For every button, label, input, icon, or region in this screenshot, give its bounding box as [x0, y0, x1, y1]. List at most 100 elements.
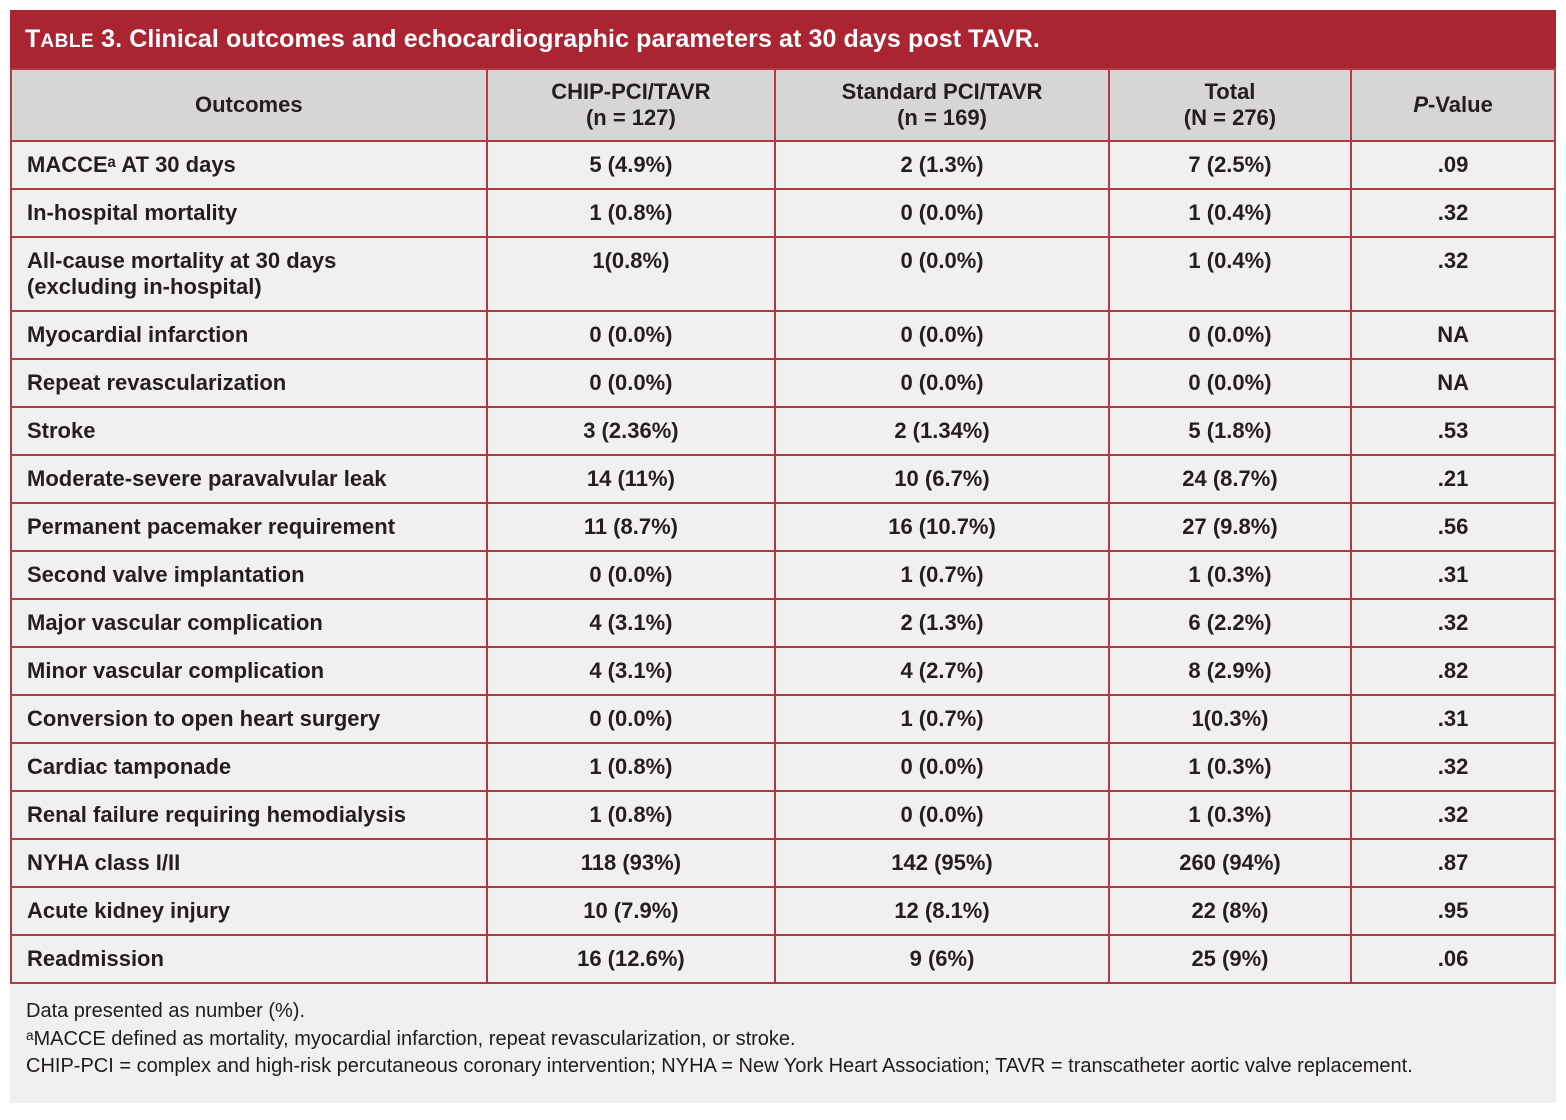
- chip-pci-tavr-value-cell: 3 (2.36%): [485, 406, 777, 456]
- column-header-outcomes: Outcomes: [10, 68, 488, 142]
- standard-pci-tavr-value-cell: 0 (0.0%): [774, 310, 1110, 360]
- table-row: Major vascular complication 4 (3.1%) 2 (…: [10, 598, 1556, 648]
- table-row: MACCEᵃ AT 30 days 5 (4.9%) 2 (1.3%) 7 (2…: [10, 140, 1556, 190]
- title-lead-cap: T: [25, 24, 41, 53]
- chip-pci-tavr-value-cell: 4 (3.1%): [485, 646, 777, 696]
- p-value-cell: .32: [1350, 742, 1556, 792]
- table-header-row: Outcomes CHIP-PCI/TAVR (n = 127) Standar…: [10, 68, 1556, 142]
- outcome-label-cell: Cardiac tamponade: [10, 742, 488, 792]
- table-row: Stroke 3 (2.36%) 2 (1.34%) 5 (1.8%) .53: [10, 406, 1556, 456]
- column-header-total: Total (N = 276): [1107, 68, 1353, 142]
- standard-pci-tavr-value-cell: 0 (0.0%): [774, 358, 1110, 408]
- table-row: All-cause mortality at 30 days (excludin…: [10, 236, 1556, 312]
- total-value-cell: 260 (94%): [1107, 838, 1353, 888]
- total-value-cell: 1(0.3%): [1107, 694, 1353, 744]
- p-value-cell: .21: [1350, 454, 1556, 504]
- chip-pci-tavr-value-cell: 1 (0.8%): [485, 790, 777, 840]
- standard-header-line1: Standard PCI/TAVR: [841, 79, 1043, 104]
- chip-pci-tavr-value-cell: 14 (11%): [485, 454, 777, 504]
- column-header-outcomes-label: Outcomes: [194, 92, 303, 117]
- table-row: Second valve implantation 0 (0.0%) 1 (0.…: [10, 550, 1556, 600]
- outcome-label-cell: Renal failure requiring hemodialysis: [10, 790, 488, 840]
- p-value-cell: .31: [1350, 550, 1556, 600]
- chip-pci-tavr-value-cell: 1 (0.8%): [485, 742, 777, 792]
- column-header-p-value: P-Value: [1350, 68, 1556, 142]
- standard-pci-tavr-value-cell: 9 (6%): [774, 934, 1110, 984]
- column-header-standard-pci-tavr: Standard PCI/TAVR (n = 169): [774, 68, 1110, 142]
- outcome-label-cell: In-hospital mortality: [10, 188, 488, 238]
- outcome-label-cell: All-cause mortality at 30 days (excludin…: [10, 236, 488, 312]
- table-row: Minor vascular complication 4 (3.1%) 4 (…: [10, 646, 1556, 696]
- p-value-cell: .95: [1350, 886, 1556, 936]
- standard-pci-tavr-value-cell: 1 (0.7%): [774, 694, 1110, 744]
- standard-pci-tavr-value-cell: 0 (0.0%): [774, 188, 1110, 238]
- total-value-cell: 24 (8.7%): [1107, 454, 1353, 504]
- p-value-header-italic-p: P: [1413, 92, 1429, 117]
- outcome-label-cell: Major vascular complication: [10, 598, 488, 648]
- chip-pci-tavr-value-cell: 10 (7.9%): [485, 886, 777, 936]
- chip-pci-tavr-value-cell: 0 (0.0%): [485, 550, 777, 600]
- standard-pci-tavr-value-cell: 0 (0.0%): [774, 790, 1110, 840]
- standard-pci-tavr-value-cell: 0 (0.0%): [774, 742, 1110, 792]
- standard-pci-tavr-value-cell: 2 (1.3%): [774, 598, 1110, 648]
- table-row: Moderate-severe paravalvular leak 14 (11…: [10, 454, 1556, 504]
- p-value-cell: .32: [1350, 236, 1556, 312]
- footnote-macce-definition: ᵃMACCE defined as mortality, myocardial …: [26, 1027, 796, 1050]
- outcome-label-cell: Stroke: [10, 406, 488, 456]
- p-value-cell: .87: [1350, 838, 1556, 888]
- chip-pci-tavr-value-cell: 0 (0.0%): [485, 694, 777, 744]
- title-small-caps: ABLE: [40, 30, 95, 52]
- table-row: Readmission 16 (12.6%) 9 (6%) 25 (9%) .0…: [10, 934, 1556, 984]
- standard-pci-tavr-value-cell: 2 (1.3%): [774, 140, 1110, 190]
- total-value-cell: 1 (0.4%): [1107, 236, 1353, 312]
- chip-pci-tavr-value-cell: 16 (12.6%): [485, 934, 777, 984]
- total-value-cell: 7 (2.5%): [1107, 140, 1353, 190]
- table-body: MACCEᵃ AT 30 days 5 (4.9%) 2 (1.3%) 7 (2…: [10, 140, 1556, 984]
- p-value-header-rest: -Value: [1428, 92, 1493, 117]
- standard-pci-tavr-value-cell: 0 (0.0%): [774, 236, 1110, 312]
- total-value-cell: 22 (8%): [1107, 886, 1353, 936]
- p-value-cell: .32: [1350, 598, 1556, 648]
- title-rest: 3. Clinical outcomes and echocardiograph…: [94, 24, 1040, 53]
- standard-pci-tavr-value-cell: 2 (1.34%): [774, 406, 1110, 456]
- table-row: Conversion to open heart surgery 0 (0.0%…: [10, 694, 1556, 744]
- standard-pci-tavr-value-cell: 10 (6.7%): [774, 454, 1110, 504]
- p-value-cell: .09: [1350, 140, 1556, 190]
- standard-pci-tavr-value-cell: 4 (2.7%): [774, 646, 1110, 696]
- total-value-cell: 1 (0.4%): [1107, 188, 1353, 238]
- outcome-label-cell: Minor vascular complication: [10, 646, 488, 696]
- chip-pci-tavr-value-cell: 0 (0.0%): [485, 310, 777, 360]
- table-row: Myocardial infarction 0 (0.0%) 0 (0.0%) …: [10, 310, 1556, 360]
- p-value-cell: .32: [1350, 790, 1556, 840]
- chip-pci-tavr-value-cell: 1(0.8%): [485, 236, 777, 312]
- table-row: Renal failure requiring hemodialysis 1 (…: [10, 790, 1556, 840]
- p-value-cell: NA: [1350, 358, 1556, 408]
- standard-pci-tavr-value-cell: 12 (8.1%): [774, 886, 1110, 936]
- table-title: TABLE 3. Clinical outcomes and echocardi…: [25, 25, 1040, 54]
- p-value-cell: .82: [1350, 646, 1556, 696]
- chip-pci-tavr-value-cell: 1 (0.8%): [485, 188, 777, 238]
- table-row: Permanent pacemaker requirement 11 (8.7%…: [10, 502, 1556, 552]
- outcome-label-cell: Acute kidney injury: [10, 886, 488, 936]
- total-value-cell: 1 (0.3%): [1107, 790, 1353, 840]
- footnote-abbreviations: CHIP-PCI = complex and high-risk percuta…: [26, 1055, 1413, 1077]
- chip-header-line1: CHIP-PCI/TAVR: [551, 79, 711, 104]
- footnote-data-presented: Data presented as number (%).: [26, 1000, 306, 1022]
- p-value-cell: .53: [1350, 406, 1556, 456]
- outcome-label-cell: Moderate-severe paravalvular leak: [10, 454, 488, 504]
- outcome-label-cell: Myocardial infarction: [10, 310, 488, 360]
- standard-header-line2: (n = 169): [897, 105, 987, 130]
- standard-pci-tavr-value-cell: 142 (95%): [774, 838, 1110, 888]
- total-value-cell: 0 (0.0%): [1107, 310, 1353, 360]
- total-value-cell: 0 (0.0%): [1107, 358, 1353, 408]
- p-value-cell: .56: [1350, 502, 1556, 552]
- total-value-cell: 8 (2.9%): [1107, 646, 1353, 696]
- p-value-cell: .31: [1350, 694, 1556, 744]
- column-header-chip-pci-tavr: CHIP-PCI/TAVR (n = 127): [485, 68, 777, 142]
- chip-pci-tavr-value-cell: 0 (0.0%): [485, 358, 777, 408]
- outcome-label-cell: Readmission: [10, 934, 488, 984]
- p-value-cell: .32: [1350, 188, 1556, 238]
- standard-pci-tavr-value-cell: 16 (10.7%): [774, 502, 1110, 552]
- total-value-cell: 25 (9%): [1107, 934, 1353, 984]
- total-header-line1: Total: [1204, 79, 1256, 104]
